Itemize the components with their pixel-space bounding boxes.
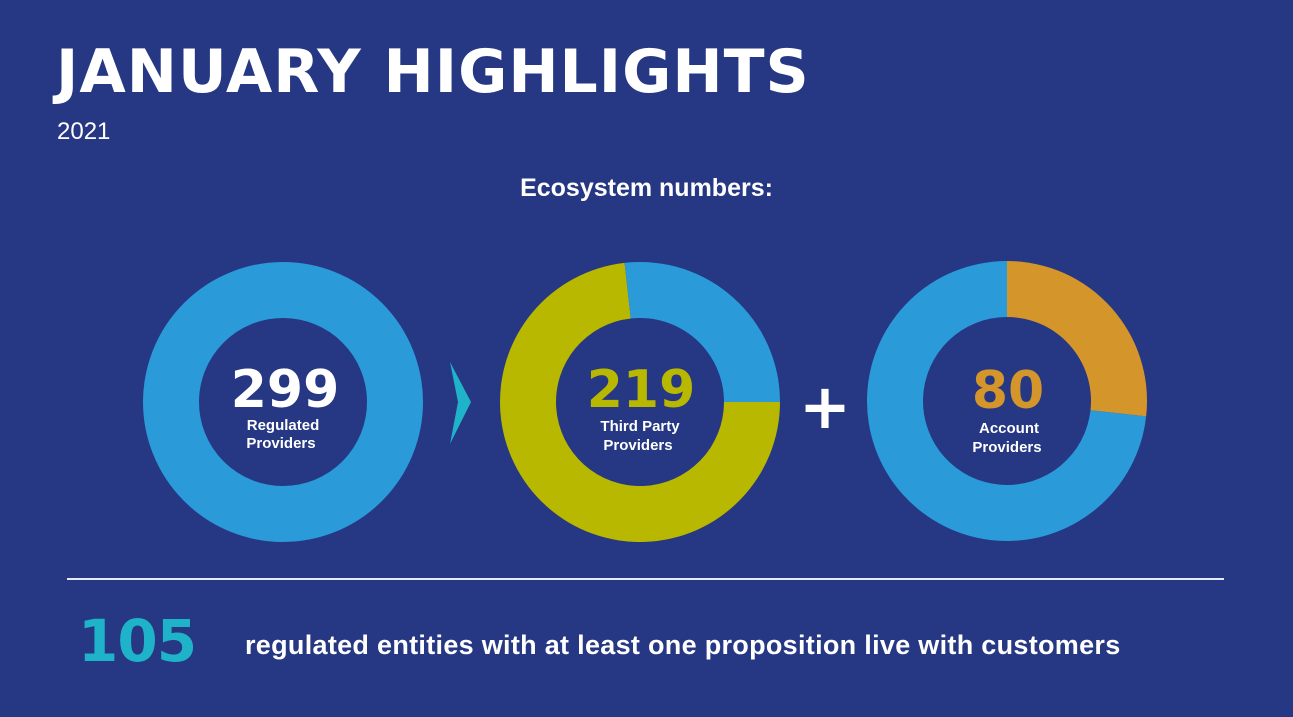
donut-regulated-providers (143, 262, 423, 542)
live-entities-description: regulated entities with at least one pro… (245, 630, 1121, 660)
donut-slice-1-1 (624, 262, 780, 402)
donut-third-party-providers (499, 262, 780, 542)
arrow-right-icon (450, 362, 471, 444)
donut-slice-1-0 (499, 262, 780, 542)
third-party-providers-value: 219 (587, 360, 696, 420)
donut-slice-2-0 (1007, 261, 1147, 417)
donut-account-providers (867, 261, 1147, 541)
account-providers-value: 80 (972, 361, 1044, 421)
third-party-providers-label-line1: Third Party (600, 418, 680, 435)
account-providers-label-line2: Providers (972, 439, 1041, 456)
year-label: 2021 (57, 118, 111, 145)
donut-slice-0-0 (143, 262, 423, 542)
donut-slice-2-1 (867, 261, 1147, 541)
plus-sign: + (799, 370, 851, 443)
page-title: JANUARY HIGHLIGHTS (56, 37, 810, 107)
regulated-providers-value: 299 (231, 360, 340, 420)
account-providers-label-line1: Account (979, 420, 1039, 437)
section-divider (67, 578, 1224, 580)
regulated-providers-label-line2: Providers (246, 435, 315, 452)
third-party-providers-label-line2: Providers (603, 437, 672, 454)
section-heading: Ecosystem numbers: (520, 174, 773, 202)
regulated-providers-label-line1: Regulated (247, 417, 320, 434)
live-entities-count: 105 (78, 607, 197, 675)
